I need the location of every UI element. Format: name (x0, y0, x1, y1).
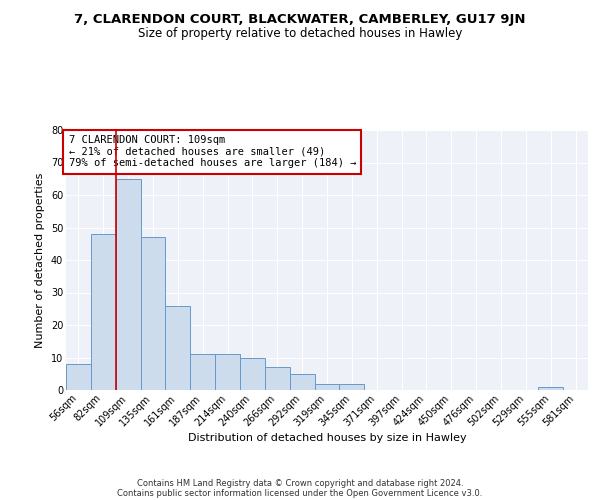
Bar (140, 238, 166, 390)
Bar (166, 306, 190, 390)
Bar (240, 358, 265, 390)
Y-axis label: Number of detached properties: Number of detached properties (35, 172, 45, 348)
Text: 7 CLARENDON COURT: 109sqm
← 21% of detached houses are smaller (49)
79% of semi-: 7 CLARENDON COURT: 109sqm ← 21% of detac… (68, 135, 356, 168)
Bar (190, 354, 215, 390)
Bar (91, 234, 116, 390)
Text: Contains public sector information licensed under the Open Government Licence v3: Contains public sector information licen… (118, 488, 482, 498)
Bar (290, 374, 314, 390)
Bar (116, 179, 140, 390)
Bar (538, 387, 563, 390)
Bar (314, 384, 340, 390)
Bar (215, 354, 240, 390)
Bar (66, 364, 91, 390)
Bar (340, 384, 364, 390)
Text: 7, CLARENDON COURT, BLACKWATER, CAMBERLEY, GU17 9JN: 7, CLARENDON COURT, BLACKWATER, CAMBERLE… (74, 12, 526, 26)
Text: Size of property relative to detached houses in Hawley: Size of property relative to detached ho… (138, 28, 462, 40)
X-axis label: Distribution of detached houses by size in Hawley: Distribution of detached houses by size … (188, 434, 466, 444)
Bar (265, 367, 290, 390)
Text: Contains HM Land Registry data © Crown copyright and database right 2024.: Contains HM Land Registry data © Crown c… (137, 478, 463, 488)
